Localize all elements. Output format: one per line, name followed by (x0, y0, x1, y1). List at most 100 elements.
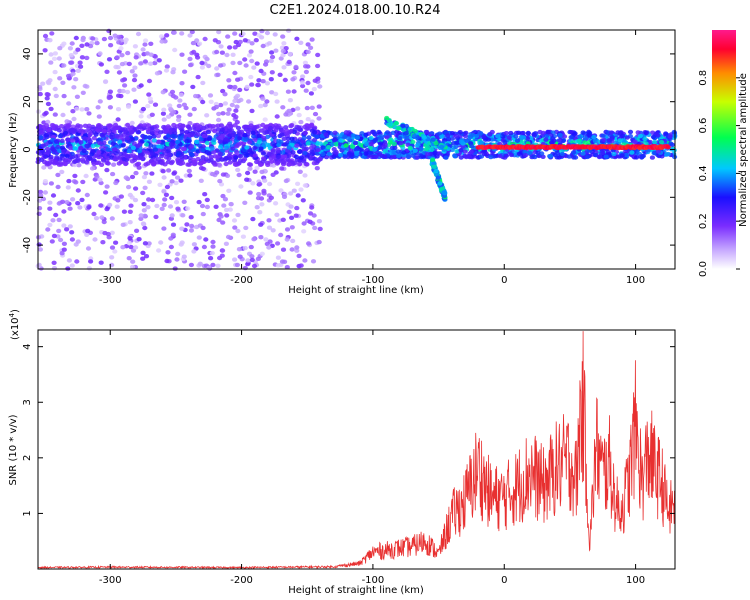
heatmap-cell (189, 132, 195, 137)
heatmap-cell (133, 170, 139, 176)
heatmap-cell (254, 165, 260, 171)
heatmap-cell (275, 255, 281, 260)
heatmap-cell (128, 130, 135, 135)
heatmap-cell (543, 133, 550, 139)
heatmap-cell (407, 127, 413, 132)
heatmap-cell (255, 195, 262, 201)
heatmap-cell (603, 154, 609, 159)
heatmap-cell (252, 169, 258, 174)
heatmap-cell (57, 133, 64, 139)
heatmap-cell (291, 89, 297, 94)
heatmap-cell (69, 263, 75, 268)
heatmap-cell (273, 48, 279, 53)
heatmap-cell (249, 254, 255, 259)
heatmap-cell (279, 166, 285, 171)
heatmap-cell (138, 83, 144, 88)
snr-y-axis: 1 2 3 4 (22, 343, 675, 517)
heatmap-cell (556, 155, 562, 160)
heatmap-cell (224, 145, 230, 150)
heatmap-cell (277, 72, 283, 78)
heatmap-cell (191, 49, 197, 55)
heatmap-cell (228, 123, 234, 129)
heatmap-cell (67, 224, 73, 229)
heatmap-cell (115, 155, 121, 160)
heatmap-cell (300, 198, 306, 203)
heatmap-cell (298, 187, 304, 192)
heatmap-cell (47, 78, 53, 83)
heatmap-cell (305, 141, 311, 146)
heatmap-cell (175, 139, 181, 145)
heatmap-cell (164, 64, 170, 69)
heatmap-cell (70, 109, 76, 114)
heatmap-cell (217, 151, 223, 156)
heatmap-cell (384, 130, 391, 135)
heatmap-cell (465, 154, 471, 159)
heatmap-cell (210, 262, 216, 268)
heatmap-cell (75, 123, 81, 128)
heatmap-cell (535, 150, 541, 155)
heatmap-cell (61, 241, 67, 246)
heatmap-cell (171, 127, 177, 133)
heatmap-cell (177, 158, 183, 163)
heatmap-cell (146, 123, 152, 128)
heatmap-cell (236, 247, 242, 252)
heatmap-cell (112, 33, 118, 38)
heatmap-cell (306, 135, 312, 140)
heatmap-cell (159, 154, 165, 159)
heatmap-cell (286, 28, 292, 33)
heatmap-cell (44, 160, 50, 166)
heatmap-cell (67, 206, 73, 211)
heatmap-cell (302, 183, 308, 188)
heatmap-cell (191, 157, 197, 163)
heatmap-cell (293, 213, 299, 218)
heatmap-cell (298, 263, 304, 268)
heatmap-cell (363, 151, 369, 156)
heatmap-cell (48, 181, 55, 186)
heatmap-cell (531, 133, 538, 138)
heatmap-cell (384, 115, 390, 121)
heatmap-x-tick-label: -300 (99, 275, 122, 286)
heatmap-cell (343, 143, 349, 148)
heatmap-cell (260, 96, 266, 101)
snr-x-tick-label: -300 (99, 575, 122, 586)
heatmap-cell (38, 193, 44, 198)
heatmap-cell (300, 83, 306, 89)
heatmap-cell (234, 149, 240, 155)
heatmap-cell (265, 162, 271, 167)
heatmap-cell (317, 157, 323, 162)
heatmap-cell (177, 98, 183, 103)
heatmap-cell (254, 61, 260, 66)
heatmap-cell (145, 205, 151, 210)
heatmap-cell (256, 139, 262, 145)
heatmap-cell (215, 72, 221, 78)
heatmap-cell (196, 235, 202, 240)
heatmap-cell (663, 131, 669, 136)
heatmap-cell (110, 171, 116, 177)
heatmap-cell (90, 143, 96, 149)
heatmap-cell (130, 145, 136, 151)
heatmap-cell (226, 78, 232, 83)
heatmap-cell (163, 68, 170, 73)
heatmap-cell (86, 111, 92, 116)
heatmap-cell (86, 266, 92, 271)
heatmap-cell (47, 200, 53, 205)
heatmap-cell (123, 175, 129, 180)
heatmap-cell (179, 52, 185, 57)
heatmap-cell (97, 140, 103, 146)
heatmap-cell (303, 88, 309, 93)
heatmap-cell (312, 137, 318, 143)
heatmap-cell (181, 199, 187, 204)
heatmap-cell (580, 151, 586, 156)
heatmap-cell (45, 101, 52, 107)
heatmap-cell (59, 145, 66, 150)
heatmap-cell (278, 56, 284, 61)
heatmap-cell (173, 180, 179, 186)
heatmap-cell (40, 196, 47, 202)
heatmap-cell (71, 85, 77, 90)
heatmap-cell (138, 61, 144, 66)
heatmap-cell (431, 164, 437, 170)
heatmap-cell (44, 92, 50, 97)
heatmap-cell (516, 151, 522, 156)
heatmap-cell (184, 222, 190, 227)
heatmap-cell (238, 97, 244, 103)
